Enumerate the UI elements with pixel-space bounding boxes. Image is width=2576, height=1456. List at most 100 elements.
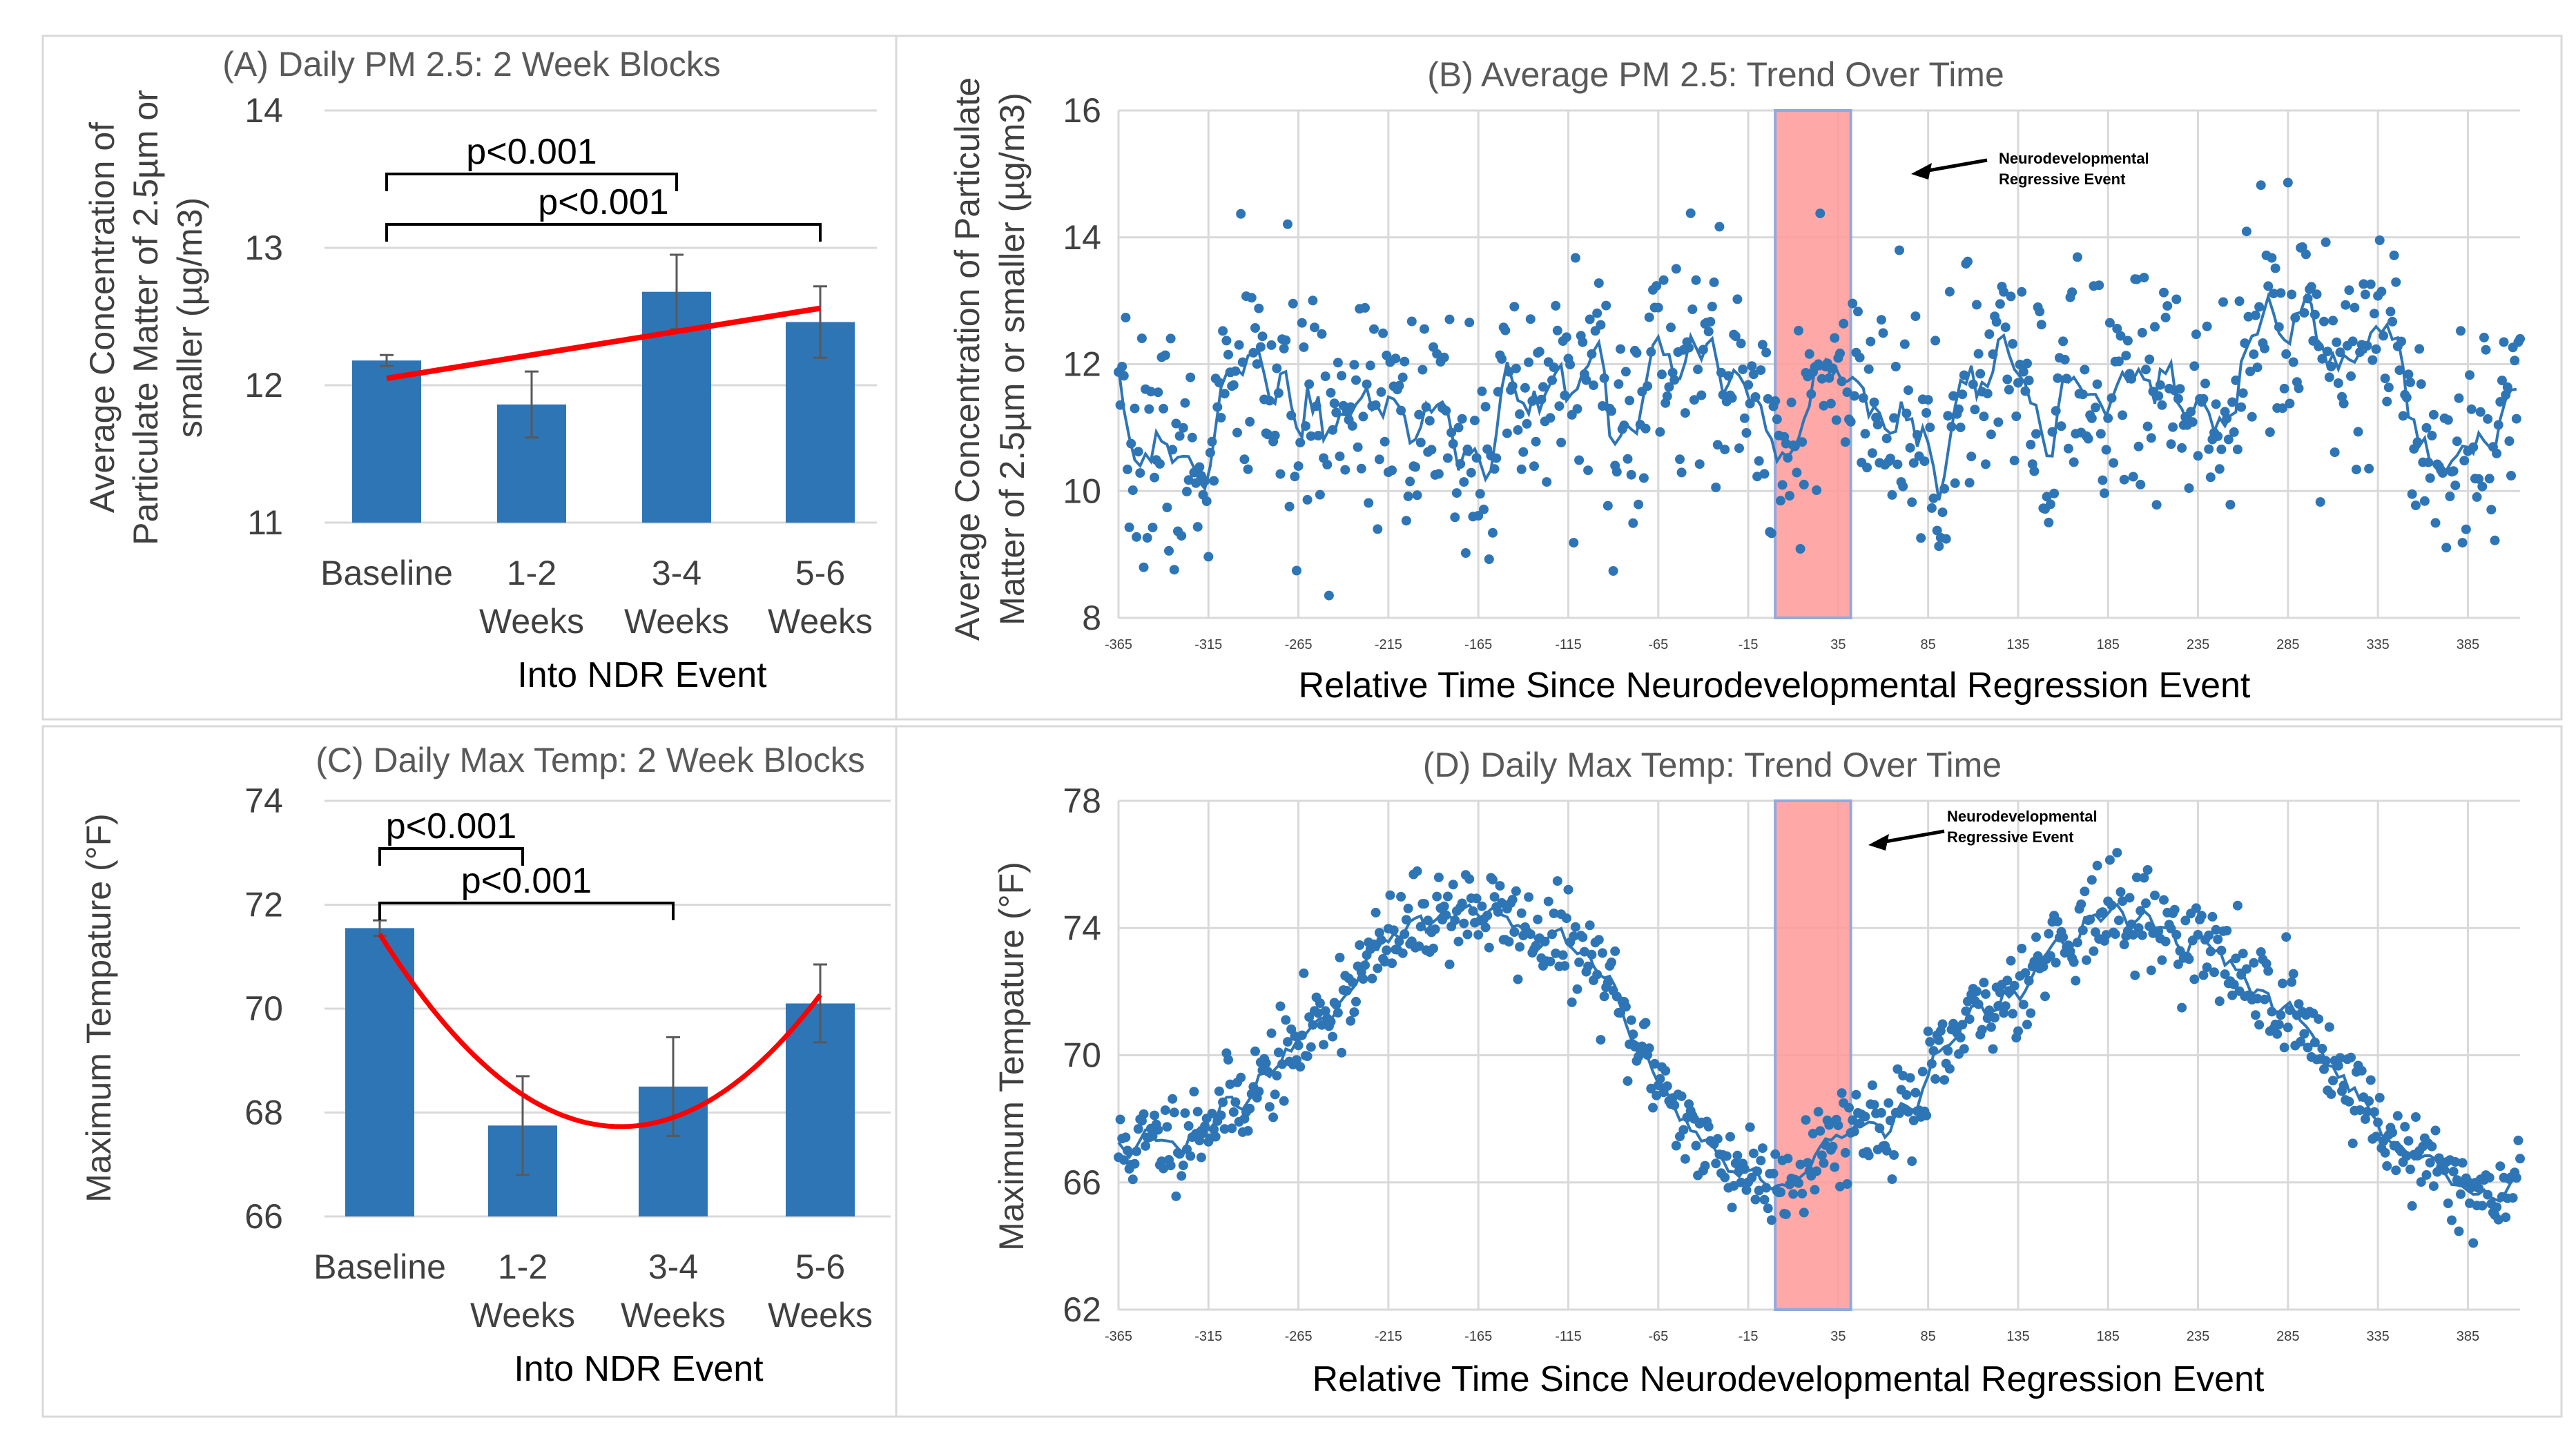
data-point: [1887, 489, 1897, 500]
data-point: [2119, 474, 2129, 485]
data-point: [2045, 499, 2055, 509]
data-point: [1824, 1120, 1834, 1130]
data-point: [1333, 358, 1343, 368]
data-point: [1236, 208, 1246, 219]
data-point: [1232, 427, 1242, 438]
x-tick-label: -365: [1105, 637, 1132, 652]
data-point: [1132, 532, 1142, 542]
data-point: [1533, 914, 1543, 924]
data-point: [1552, 325, 1562, 336]
data-point: [2013, 1026, 2023, 1036]
data-point: [1442, 891, 1453, 902]
data-point: [1898, 481, 1908, 492]
data-point: [2430, 1125, 2441, 1136]
data-point: [2466, 404, 2477, 414]
data-point: [1293, 461, 1304, 472]
data-point: [2160, 936, 2171, 947]
data-point: [1671, 264, 1681, 274]
data-point: [2231, 953, 2241, 964]
panel-b-event-annotation: Neurodevelopmental Regressive Event: [1911, 150, 2149, 188]
panel-a-y-axis-label: Average Concentration of Particulate Matt…: [83, 90, 209, 545]
data-point: [1457, 898, 1467, 909]
data-point: [1362, 379, 1372, 389]
category-label: Weeks: [470, 1296, 575, 1334]
data-point: [1516, 464, 1527, 474]
data-point: [1854, 352, 1865, 362]
data-point: [1981, 989, 1991, 999]
panel-a-bar-chart: (A) Daily PM 2.5: 2 Week Blocks 11 12 13 14…: [83, 45, 877, 695]
data-point: [1371, 907, 1381, 918]
arrow-head: [1911, 163, 1932, 179]
data-point: [1429, 943, 1438, 953]
data-point: [2456, 326, 2466, 336]
category-label: Baseline: [313, 1248, 446, 1286]
data-point: [2448, 466, 2459, 476]
data-point: [1439, 352, 1449, 362]
panel-c-bars: [345, 928, 855, 1216]
data-point: [2405, 377, 2415, 387]
x-tick-label: -315: [1194, 1329, 1222, 1344]
data-point: [1329, 398, 1339, 409]
data-point: [1567, 997, 1577, 1007]
data-point: [1712, 440, 1723, 450]
data-point: [2515, 333, 2525, 344]
data-point: [2098, 475, 2108, 485]
data-point: [1196, 1152, 1206, 1163]
data-point: [1848, 1115, 1858, 1125]
data-point: [1772, 414, 1782, 425]
data-point: [1905, 443, 1915, 453]
data-point: [2017, 944, 2027, 953]
arrow-head: [1868, 834, 1889, 851]
data-point: [1489, 892, 1500, 902]
data-point: [1833, 1120, 1843, 1131]
data-point: [1133, 447, 1143, 457]
data-point: [1700, 1161, 1710, 1171]
data-point: [1943, 1046, 1953, 1056]
y-tick-label: 14: [1063, 218, 1101, 257]
data-point: [1513, 425, 1523, 435]
data-point: [1970, 405, 1980, 415]
y-axis-label-line: Average Concentration of: [83, 122, 122, 513]
data-point: [1299, 342, 1309, 352]
data-point: [2281, 932, 2292, 942]
data-point: [2315, 497, 2325, 507]
data-point: [1910, 1087, 1921, 1098]
data-point: [1981, 459, 1991, 469]
data-point: [1450, 512, 1460, 523]
data-point: [1367, 973, 1377, 984]
data-point: [2018, 1000, 2028, 1010]
data-point: [1730, 331, 1741, 341]
data-point: [1433, 872, 1444, 882]
data-point: [2403, 1136, 2414, 1146]
data-point: [1572, 984, 1582, 994]
data-point: [1439, 901, 1449, 911]
data-point: [2495, 1161, 2506, 1172]
data-point: [1795, 544, 1805, 554]
data-point: [1623, 1076, 1633, 1086]
data-point: [1219, 389, 1230, 399]
data-point: [1964, 478, 1975, 488]
y-axis-label-line: Matter of 2.5µm or smaller (µg/m3): [993, 93, 1032, 625]
data-point: [2225, 500, 2236, 509]
data-point: [2104, 855, 2115, 865]
data-point: [2232, 445, 2243, 454]
data-point: [2492, 1202, 2502, 1212]
data-point: [1578, 932, 1588, 942]
data-point: [1223, 349, 1233, 360]
data-point: [1986, 1022, 1996, 1032]
data-point: [2040, 991, 2050, 1002]
data-point: [2344, 1096, 2354, 1107]
data-point: [1156, 1156, 1167, 1167]
data-point: [2389, 250, 2399, 260]
data-point: [1306, 1042, 1316, 1052]
data-point: [2011, 411, 2022, 421]
data-point: [1356, 463, 1366, 474]
data-point: [2403, 369, 2414, 380]
data-point: [2124, 893, 2135, 903]
data-point: [1288, 298, 1298, 309]
data-point: [2332, 337, 2342, 347]
data-point: [2421, 423, 2432, 433]
data-point: [1273, 1047, 1284, 1058]
data-point: [2506, 471, 2516, 481]
data-point: [1153, 387, 1163, 398]
